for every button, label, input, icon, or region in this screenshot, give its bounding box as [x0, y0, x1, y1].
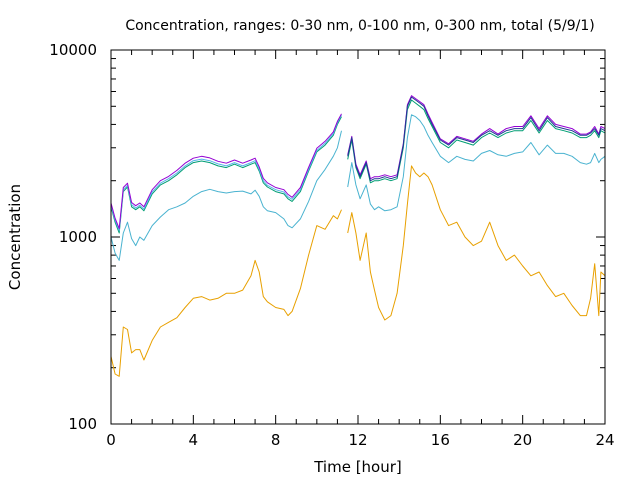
series-line-0 — [110, 209, 342, 377]
plot-frame — [110, 49, 606, 425]
x-tick-label: 20 — [513, 431, 532, 449]
series-layer — [110, 95, 606, 377]
series-line-4 — [110, 116, 342, 234]
x-tick-label: 0 — [106, 431, 116, 449]
y-tick-label: 1000 — [59, 228, 97, 246]
y-tick-label: 10000 — [49, 41, 97, 59]
x-tick-label: 24 — [595, 431, 614, 449]
x-tick-label: 4 — [189, 431, 199, 449]
y-axis-label: Concentration — [6, 184, 24, 290]
axes: 0 4 8 12 16 20 24 100 1000 10000 — [49, 41, 614, 449]
x-axis-label: Time [hour] — [313, 458, 402, 476]
series-line-2 — [110, 130, 342, 261]
x-tick-label: 8 — [271, 431, 281, 449]
series-line-1 — [347, 165, 606, 321]
x-tick-label: 16 — [431, 431, 450, 449]
y-tick-label: 100 — [68, 415, 97, 433]
series-line-8 — [347, 95, 606, 180]
series-line-5 — [347, 99, 606, 184]
series-line-7 — [110, 113, 342, 229]
chart-title: Concentration, ranges: 0-30 nm, 0-100 nm… — [125, 18, 594, 34]
series-line-6 — [110, 114, 342, 232]
series-line-9 — [347, 96, 606, 182]
series-line-3 — [347, 114, 606, 212]
x-tick-label: 12 — [348, 431, 367, 449]
